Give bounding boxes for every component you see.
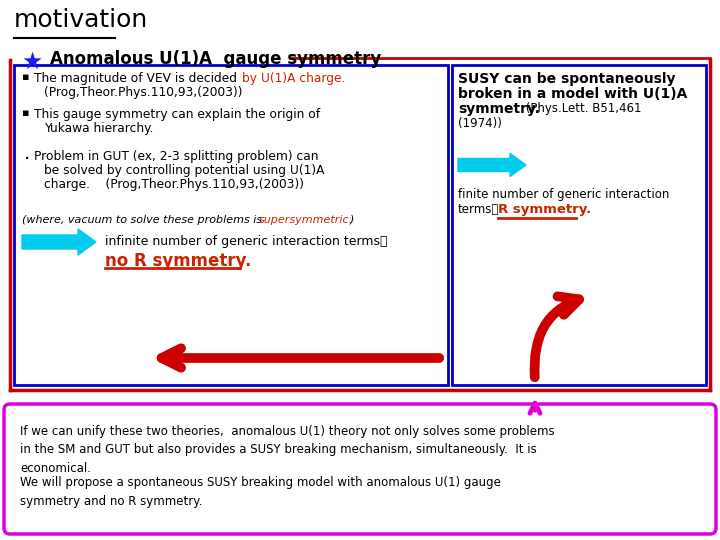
Text: The magnitude of VEV is decided: The magnitude of VEV is decided	[34, 72, 241, 85]
Text: (1974)): (1974))	[458, 117, 502, 130]
Text: (Prog,Theor.Phys.110,93,(2003)): (Prog,Theor.Phys.110,93,(2003))	[44, 86, 243, 99]
Text: ★: ★	[22, 50, 42, 74]
Text: ▪: ▪	[22, 108, 30, 118]
Text: supersymmetric.: supersymmetric.	[259, 215, 353, 225]
Text: Problem in GUT (ex, 2-3 splitting problem) can: Problem in GUT (ex, 2-3 splitting proble…	[34, 150, 318, 163]
Text: no R symmetry.: no R symmetry.	[105, 252, 251, 270]
Text: motivation: motivation	[14, 8, 148, 32]
Text: finite number of generic interaction: finite number of generic interaction	[458, 188, 670, 201]
Polygon shape	[22, 229, 96, 255]
Text: charge.    (Prog,Theor.Phys.110,93,(2003)): charge. (Prog,Theor.Phys.110,93,(2003))	[44, 178, 304, 191]
Text: ·: ·	[24, 150, 30, 169]
Text: Yukawa hierarchy.: Yukawa hierarchy.	[44, 122, 153, 135]
Text: Anomalous U(1)A  gauge symmetry: Anomalous U(1)A gauge symmetry	[50, 50, 382, 68]
Text: ): )	[350, 215, 354, 225]
Text: We will propose a spontaneous SUSY breaking model with anomalous U(1) gauge
symm: We will propose a spontaneous SUSY break…	[20, 476, 501, 508]
Text: R symmetry.: R symmetry.	[498, 203, 591, 216]
Text: by U(1)A charge.: by U(1)A charge.	[242, 72, 346, 85]
Text: be solved by controlling potential using U(1)A: be solved by controlling potential using…	[44, 164, 325, 177]
Polygon shape	[458, 153, 526, 177]
Text: SUSY can be spontaneously: SUSY can be spontaneously	[458, 72, 675, 86]
Text: (where, vacuum to solve these problems is: (where, vacuum to solve these problems i…	[22, 215, 266, 225]
Text: broken in a model with U(1)A: broken in a model with U(1)A	[458, 87, 688, 101]
Text: symmetry.: symmetry.	[458, 102, 540, 116]
Text: This gauge symmetry can explain the origin of: This gauge symmetry can explain the orig…	[34, 108, 320, 121]
Text: infinite number of generic interaction terms、: infinite number of generic interaction t…	[105, 235, 387, 248]
Text: (Phys.Lett. B51,461: (Phys.Lett. B51,461	[522, 102, 642, 115]
Text: terms、: terms、	[458, 203, 500, 216]
Text: If we can unify these two theories,  anomalous U(1) theory not only solves some : If we can unify these two theories, anom…	[20, 425, 554, 475]
Text: ▪: ▪	[22, 72, 30, 82]
